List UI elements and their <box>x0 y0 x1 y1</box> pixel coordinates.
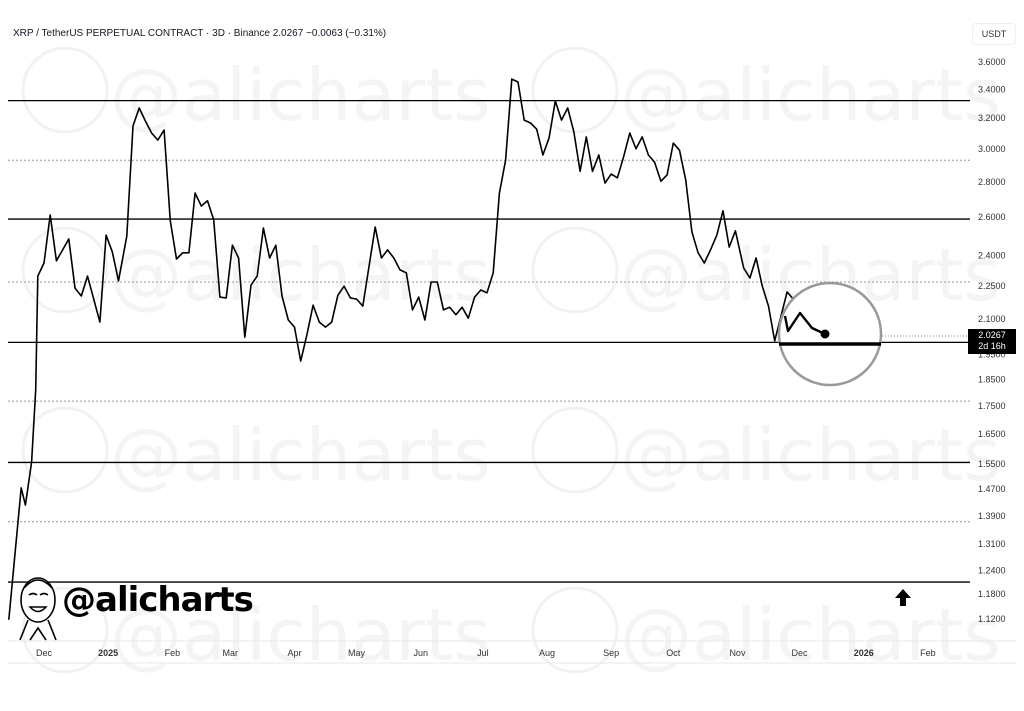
brand-handle: @alicharts <box>62 580 254 620</box>
x-tick-label: Dec <box>36 648 53 658</box>
y-tick-label: 1.3900 <box>978 511 1006 521</box>
x-tick-label: Oct <box>666 648 681 658</box>
price-line <box>8 78 794 620</box>
x-tick-label: Sep <box>603 648 619 658</box>
watermark-text: @alicharts <box>620 413 1001 497</box>
x-tick-label: Feb <box>165 648 181 658</box>
currency-unit-button[interactable]: USDT <box>972 23 1016 45</box>
x-tick-label: Feb <box>920 648 936 658</box>
y-tick-label: 2.6000 <box>978 212 1006 222</box>
watermark-face <box>531 406 619 494</box>
magnified-price-line <box>783 311 826 336</box>
y-tick-label: 3.6000 <box>978 57 1006 67</box>
x-tick-label: 2025 <box>98 648 118 658</box>
last-price-dot <box>820 329 830 339</box>
magnifier-circle <box>777 281 883 387</box>
watermark-face <box>531 46 619 134</box>
x-tick-label: Dec <box>792 648 809 658</box>
x-tick-label: Nov <box>729 648 746 658</box>
x-tick-label: Jul <box>477 648 489 658</box>
watermark-face <box>21 226 109 314</box>
y-tick-label: 1.8500 <box>978 375 1006 385</box>
watermark-face <box>531 226 619 314</box>
watermark-face <box>21 46 109 134</box>
y-tick-label: 2.8000 <box>978 177 1006 187</box>
watermark-text: @alicharts <box>620 53 1001 137</box>
x-tick-label: Jun <box>413 648 428 658</box>
last-price-value: 2.0267 <box>978 330 1006 340</box>
watermark-face <box>21 586 109 674</box>
y-tick-label: 1.2400 <box>978 565 1006 575</box>
watermark-text: @alicharts <box>110 413 491 497</box>
y-tick-label: 1.1800 <box>978 589 1006 599</box>
watermark-text: @alicharts <box>620 593 1001 677</box>
watermark-text: @alicharts <box>110 53 491 137</box>
y-tick-label: 1.9500 <box>978 349 1006 359</box>
y-tick-label: 2.2500 <box>978 281 1006 291</box>
chart-title: XRP / TetherUS PERPETUAL CONTRACT · 3D ·… <box>13 28 387 39</box>
y-tick-label: 1.7500 <box>978 401 1006 411</box>
x-tick-label: 2026 <box>854 648 874 658</box>
bar-countdown: 2d 16h <box>978 341 1006 351</box>
caricature-face-logo <box>19 577 57 641</box>
y-tick-label: 3.2000 <box>978 113 1006 123</box>
y-tick-label: 3.0000 <box>978 144 1006 154</box>
x-tick-label: Mar <box>223 648 239 658</box>
y-tick-label: 1.4700 <box>978 484 1006 494</box>
x-axis-ticks: Dec 2025 Feb Mar Apr May Jun Jul Aug Sep Oct Nov Dec… <box>36 648 936 658</box>
y-tick-label: 1.1200 <box>978 614 1006 624</box>
y-tick-label: 2.1000 <box>978 314 1006 324</box>
y-tick-label: 2.4000 <box>978 250 1006 260</box>
y-tick-label: 1.5500 <box>978 459 1006 469</box>
y-tick-label: 1.3100 <box>978 539 1006 549</box>
watermark-face <box>531 586 619 674</box>
x-tick-label: Apr <box>287 648 301 658</box>
last-price-label: 2.0267 2d 16h <box>968 329 1016 354</box>
y-tick-label: 1.6500 <box>978 429 1006 439</box>
arrow-up-icon <box>895 589 911 606</box>
y-tick-label: 3.4000 <box>978 84 1006 94</box>
watermark-text: @alicharts <box>110 233 491 317</box>
watermark-face <box>21 406 109 494</box>
x-tick-label: Aug <box>539 648 555 658</box>
y-axis-ticks: 3.6000 3.4000 3.2000 3.0000 2.8000 2.6000 2.40… <box>978 57 1006 624</box>
x-tick-label: May <box>348 648 366 658</box>
